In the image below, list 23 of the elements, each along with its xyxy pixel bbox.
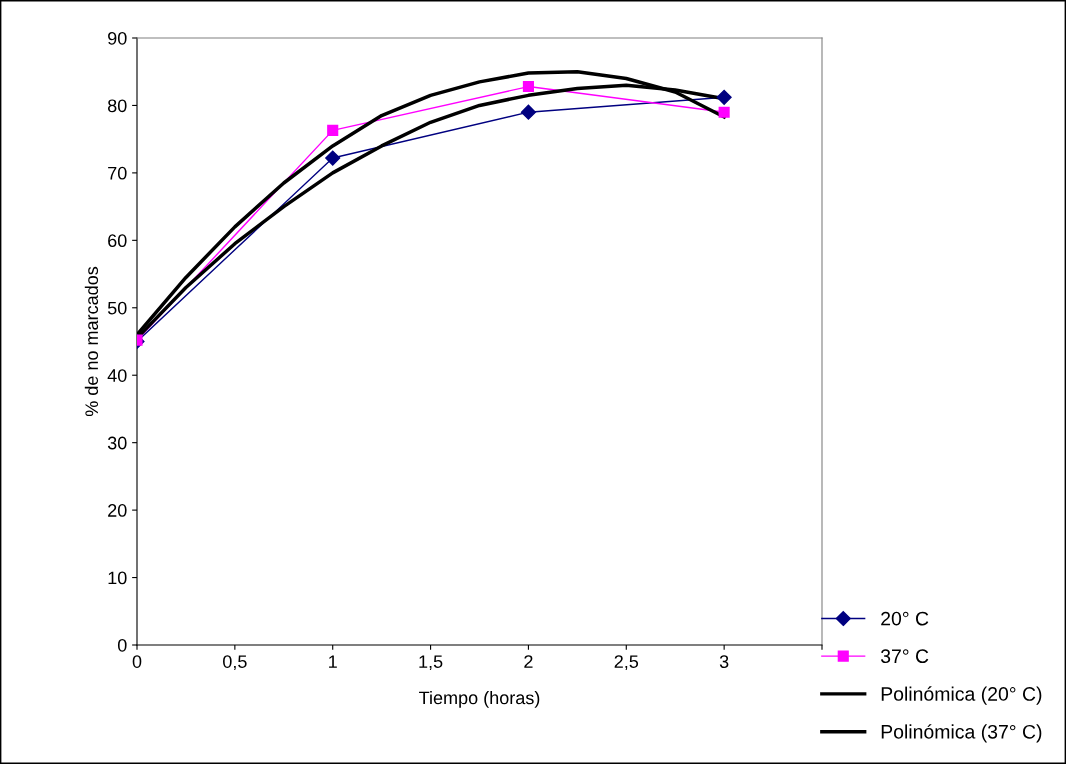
y-tick-label: 20 xyxy=(108,504,127,517)
y-axis-title: % de no marcados xyxy=(84,266,99,417)
y-tick-label: 40 xyxy=(107,369,127,382)
x-axis-title: Tiempo (horas) xyxy=(419,691,540,708)
x-tick-label: 2 xyxy=(524,655,533,668)
x-tick-label: 0 xyxy=(132,655,142,668)
x-tick-label: 1 xyxy=(329,655,337,668)
legend-label: Polinómica (37° C) xyxy=(881,724,1042,743)
y-tick-label: 50 xyxy=(107,301,127,315)
y-tick-label: 60 xyxy=(108,234,127,248)
y-tick-label: 70 xyxy=(108,166,127,180)
legend-label: 20° C xyxy=(881,611,929,626)
y-tick-label: 10 xyxy=(108,571,127,585)
x-tick-label: 2,5 xyxy=(614,655,639,671)
x-tick-label: 3 xyxy=(719,655,729,668)
legend-label: Polinómica (20° C) xyxy=(881,686,1042,705)
y-tick-label: 80 xyxy=(107,99,127,113)
x-tick-label: 0,5 xyxy=(223,655,247,671)
y-tick-label: 30 xyxy=(107,436,127,450)
y-tick-label: 0 xyxy=(117,638,127,652)
legend-label: 37° C xyxy=(880,649,929,664)
x-tick-label: 1,5 xyxy=(419,655,443,671)
y-tick-label: 90 xyxy=(108,31,127,45)
